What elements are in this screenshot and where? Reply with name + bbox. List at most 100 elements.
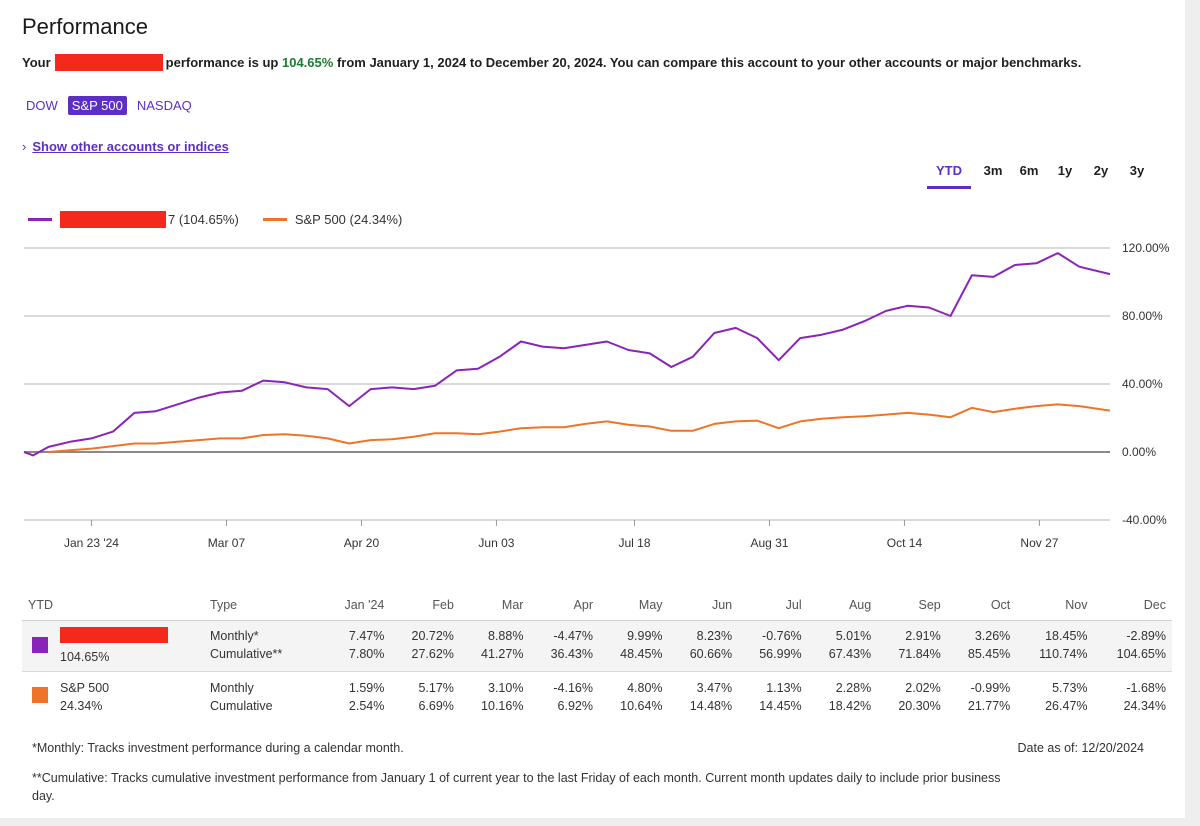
row-type-cell: Monthly Cumulative bbox=[204, 672, 324, 721]
monthly-value: 2.91% bbox=[905, 629, 941, 643]
type-cumulative-label: Cumulative bbox=[210, 699, 273, 713]
monthly-value: 1.13% bbox=[766, 681, 802, 695]
y-tick-label: -40.00% bbox=[1122, 513, 1167, 527]
cumulative-value: 7.80% bbox=[348, 647, 385, 661]
range-tab-3y[interactable]: 3y bbox=[1129, 163, 1145, 178]
cumulative-value: 21.77% bbox=[967, 699, 1011, 713]
table-header-row: YTD Type Jan '24 Feb Mar Apr May Jun Jul… bbox=[22, 594, 1172, 621]
month-cell: 7.47% 7.80% bbox=[324, 620, 391, 672]
type-monthly-label: Monthly* bbox=[210, 629, 259, 643]
redacted-row-name bbox=[60, 627, 168, 643]
month-cell: 2.02% 20.30% bbox=[877, 672, 947, 721]
benchmark-tab-nasdaq[interactable]: NASDAQ bbox=[136, 98, 192, 113]
type-cumulative-label: Cumulative** bbox=[210, 647, 283, 661]
series-swatch bbox=[32, 637, 48, 653]
cumulative-value: 41.27% bbox=[481, 647, 524, 661]
cumulative-value: 14.48% bbox=[689, 699, 733, 713]
monthly-value: 8.88% bbox=[488, 629, 524, 643]
page-title: Performance bbox=[22, 14, 148, 39]
monthly-value: -4.16% bbox=[553, 681, 593, 695]
month-cell: 5.73% 26.47% bbox=[1016, 672, 1093, 721]
monthly-value: -1.68% bbox=[1126, 681, 1166, 695]
monthly-value: 2.02% bbox=[905, 681, 941, 695]
y-tick-label: 80.00% bbox=[1122, 309, 1163, 323]
monthly-value: -2.89% bbox=[1126, 629, 1166, 643]
summary-percent: 104.65% bbox=[281, 55, 334, 70]
range-tab-1y[interactable]: 1y bbox=[1057, 163, 1073, 178]
table-header-month: Nov bbox=[1016, 594, 1094, 621]
row-name-cell: S&P 500 24.34% bbox=[22, 672, 204, 721]
y-tick-label: 120.00% bbox=[1122, 241, 1170, 255]
redacted-account-name bbox=[54, 54, 163, 71]
page-bottom-strip bbox=[0, 818, 1200, 826]
row-total: 104.65% bbox=[60, 650, 110, 664]
month-cell: 9.99% 48.45% bbox=[599, 620, 669, 672]
range-tabs: YTD 3m 6m 1y 2y 3y bbox=[927, 163, 1155, 189]
range-tab-2y[interactable]: 2y bbox=[1093, 163, 1109, 178]
month-cell: 3.10% 10.16% bbox=[460, 672, 530, 721]
range-tab-ytd[interactable]: YTD bbox=[927, 163, 971, 189]
month-cell: -0.99% 21.77% bbox=[947, 672, 1017, 721]
footnote-cumulative: **Cumulative: Tracks cumulative investme… bbox=[32, 771, 1001, 803]
y-tick-label: 40.00% bbox=[1122, 377, 1163, 391]
month-cell: 2.91% 71.84% bbox=[877, 620, 947, 672]
range-tab-3m[interactable]: 3m bbox=[983, 163, 1003, 178]
legend-label-benchmark: S&P 500 (24.34%) bbox=[294, 212, 403, 227]
cumulative-value: 20.30% bbox=[898, 699, 941, 713]
show-other-toggle[interactable]: › Show other accounts or indices bbox=[22, 139, 229, 154]
summary-suffix: from January 1, 2024 to December 20, 202… bbox=[336, 55, 1082, 70]
cumulative-value: 14.45% bbox=[759, 699, 802, 713]
row-name-cell: 104.65% bbox=[22, 620, 204, 672]
performance-page: Performance Your performance is up 104.65… bbox=[22, 14, 1172, 803]
x-tick-label: Nov 27 bbox=[1020, 536, 1058, 550]
show-other-link[interactable]: Show other accounts or indices bbox=[32, 139, 229, 154]
monthly-value: 4.80% bbox=[627, 681, 663, 695]
month-cell: 2.28% 18.42% bbox=[808, 672, 878, 721]
table-header-month: Jun bbox=[668, 594, 739, 621]
month-cell: -0.76% 56.99% bbox=[738, 620, 808, 672]
cumulative-value: 6.69% bbox=[418, 699, 454, 713]
legend-swatch-account bbox=[28, 218, 52, 221]
monthly-value: 9.99% bbox=[627, 629, 663, 643]
cumulative-value: 110.74% bbox=[1039, 647, 1088, 661]
summary-middle: performance is up bbox=[165, 55, 279, 70]
table-header-month: Jan '24 bbox=[324, 594, 391, 621]
table-header-month: Feb bbox=[390, 594, 460, 621]
x-tick-label: Mar 07 bbox=[208, 536, 246, 550]
row-name: S&P 500 bbox=[60, 681, 110, 695]
benchmark-tab-dow[interactable]: DOW bbox=[26, 98, 58, 113]
month-cell: -1.68% 24.34% bbox=[1094, 672, 1172, 721]
monthly-value: -4.47% bbox=[553, 629, 593, 643]
table-header-month: Oct bbox=[946, 594, 1017, 621]
legend-swatch-benchmark bbox=[262, 218, 287, 221]
monthly-value: 20.72% bbox=[411, 629, 454, 643]
table-header-month: Sep bbox=[877, 594, 947, 621]
x-tick-label: Apr 20 bbox=[344, 536, 380, 550]
performance-chart: 120.00% 80.00% 40.00% 0.00% -40.00% Jan 23 '2… bbox=[23, 241, 1170, 550]
month-cell: 5.17% 6.69% bbox=[390, 672, 460, 721]
redacted-legend-name bbox=[60, 211, 166, 228]
month-cell: 18.45% 110.74% bbox=[1016, 620, 1094, 672]
month-cell: 5.01% 67.43% bbox=[807, 620, 878, 672]
x-tick-label: Jun 03 bbox=[478, 536, 514, 550]
date-as-of: Date as of: 12/20/2024 bbox=[1017, 741, 1144, 755]
x-tick-label: Aug 31 bbox=[750, 536, 788, 550]
month-cell: -2.89% 104.65% bbox=[1093, 620, 1172, 672]
monthly-value: 18.45% bbox=[1045, 629, 1088, 643]
monthly-value: 8.23% bbox=[696, 629, 733, 643]
monthly-value: 2.28% bbox=[835, 681, 872, 695]
range-tab-6m[interactable]: 6m bbox=[1019, 163, 1039, 178]
table-row: S&P 500 24.34% Monthly Cumulative 1.59% 2.54%… bbox=[22, 672, 1172, 721]
month-cell: 4.80% 10.64% bbox=[599, 672, 669, 721]
month-cell: 3.47% 14.48% bbox=[669, 672, 739, 721]
monthly-value: 3.47% bbox=[696, 681, 733, 695]
benchmark-tab-sp500[interactable]: S&P 500 bbox=[67, 96, 127, 115]
table-header-month: Apr bbox=[529, 594, 599, 621]
monthly-value: -0.99% bbox=[970, 681, 1011, 695]
table-header-month: Aug bbox=[807, 594, 878, 621]
y-tick-label: 0.00% bbox=[1122, 445, 1156, 459]
benchmark-tabs: DOW S&P 500 NASDAQ bbox=[22, 96, 196, 115]
table-header-month: May bbox=[599, 594, 669, 621]
cumulative-value: 2.54% bbox=[348, 699, 385, 713]
monthly-value: 3.26% bbox=[974, 629, 1011, 643]
